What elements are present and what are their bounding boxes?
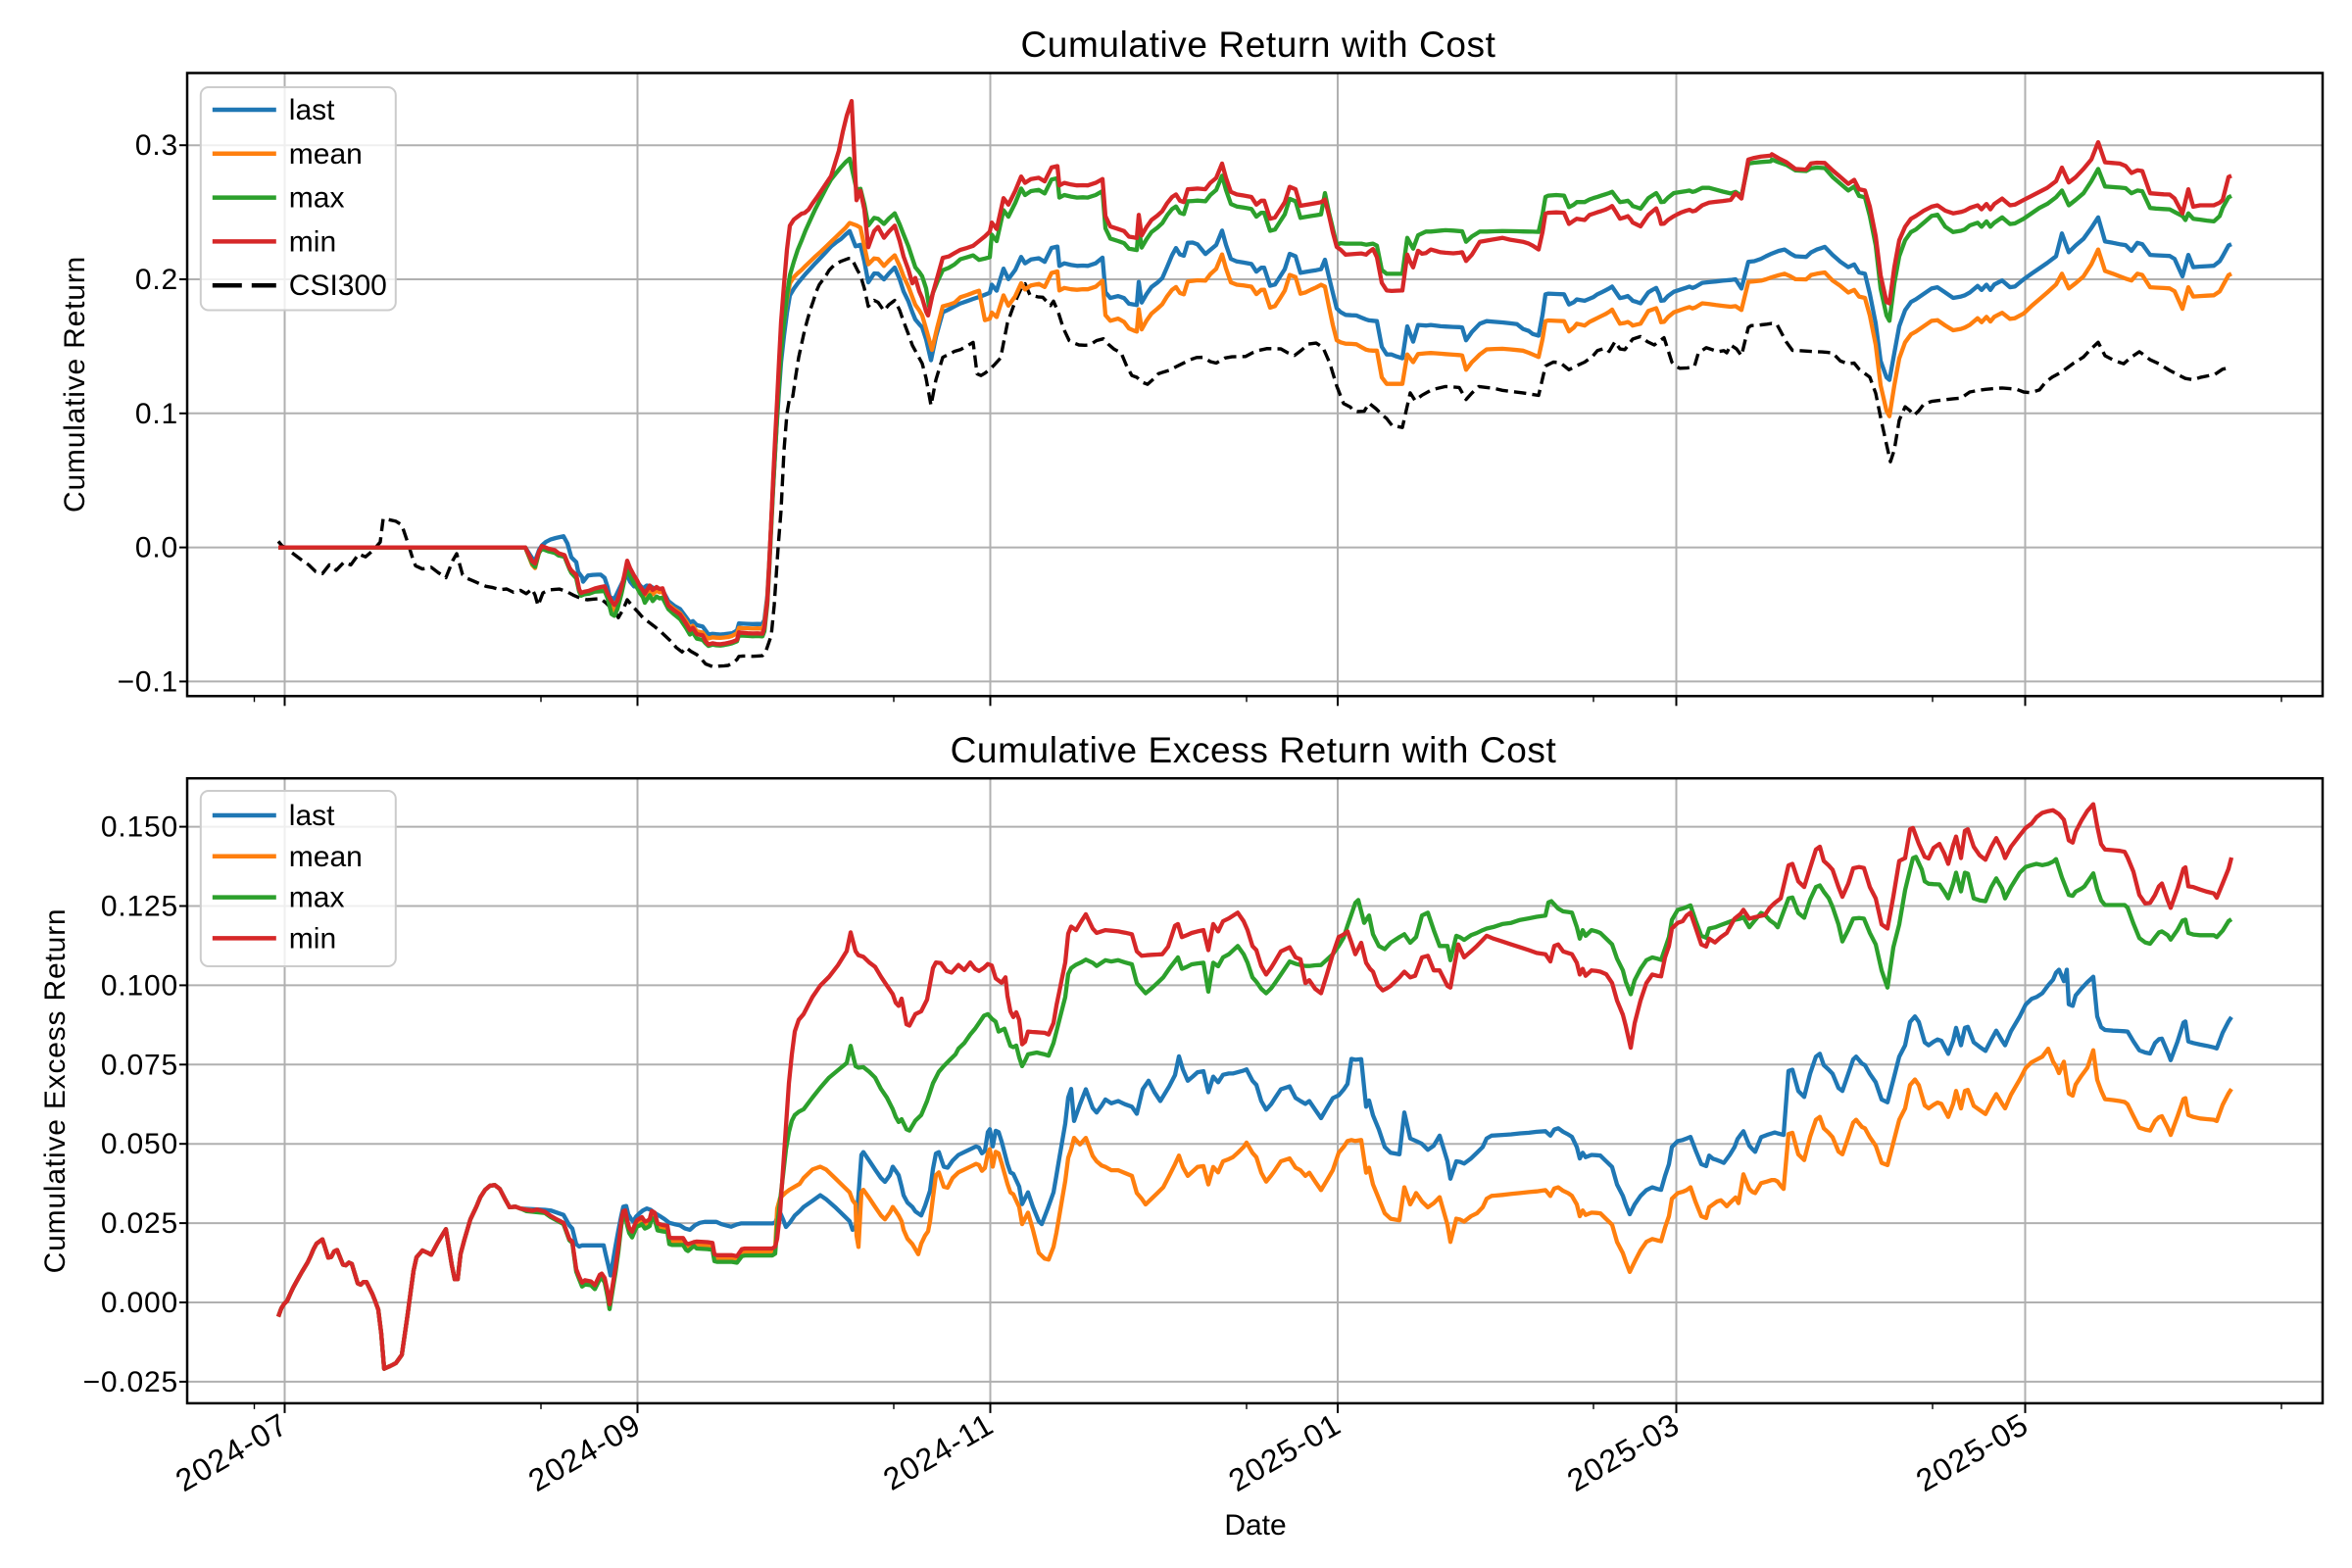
- svg-text:−0.1: −0.1: [118, 665, 178, 698]
- svg-text:0.050: 0.050: [101, 1128, 178, 1160]
- svg-text:max: max: [289, 882, 345, 914]
- svg-text:max: max: [289, 182, 345, 215]
- svg-text:min: min: [289, 922, 336, 955]
- svg-text:mean: mean: [289, 841, 363, 873]
- svg-text:Cumulative Return with Cost: Cumulative Return with Cost: [1020, 24, 1495, 65]
- svg-text:−0.025: −0.025: [83, 1366, 178, 1398]
- svg-text:last: last: [289, 94, 335, 126]
- svg-text:min: min: [289, 225, 336, 258]
- svg-text:0.100: 0.100: [101, 969, 178, 1002]
- svg-text:last: last: [289, 800, 335, 832]
- svg-text:Cumulative Excess Return: Cumulative Excess Return: [39, 908, 72, 1274]
- svg-text:0.150: 0.150: [101, 811, 178, 844]
- svg-text:Date: Date: [1224, 1509, 1286, 1542]
- svg-text:Cumulative Excess Return with: Cumulative Excess Return with Cost: [951, 730, 1557, 770]
- svg-text:0.1: 0.1: [135, 398, 178, 430]
- svg-text:0.025: 0.025: [101, 1207, 178, 1240]
- svg-text:0.2: 0.2: [135, 264, 178, 296]
- svg-text:0.000: 0.000: [101, 1287, 178, 1319]
- svg-text:0.0: 0.0: [135, 532, 178, 564]
- svg-text:0.075: 0.075: [101, 1049, 178, 1081]
- svg-text:mean: mean: [289, 138, 363, 171]
- svg-text:Cumulative Return: Cumulative Return: [59, 256, 91, 513]
- svg-text:0.125: 0.125: [101, 891, 178, 923]
- svg-text:CSI300: CSI300: [289, 270, 387, 302]
- svg-text:0.3: 0.3: [135, 129, 178, 162]
